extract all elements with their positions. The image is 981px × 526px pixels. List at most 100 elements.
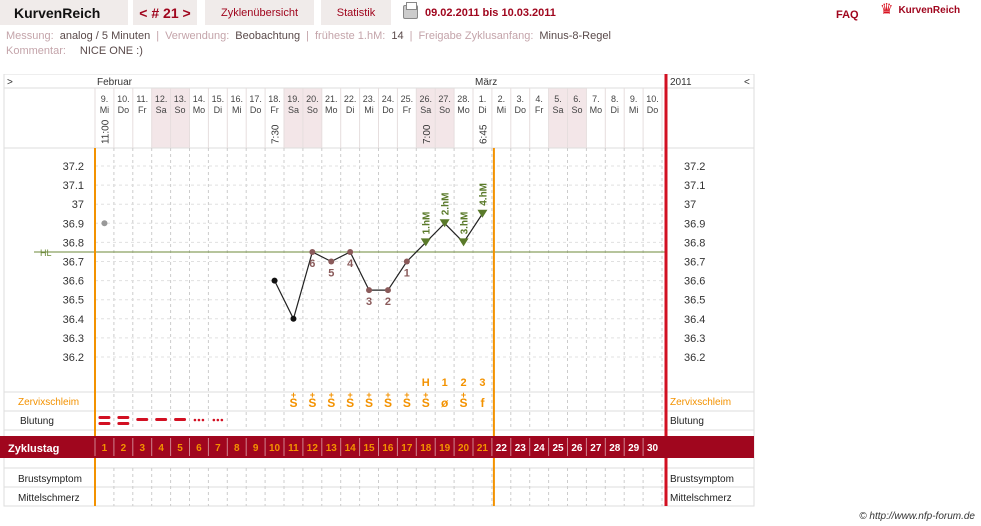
day-number: 8. [611,94,619,104]
mucus-plus: + [385,390,390,400]
cycle-day-number: 7 [215,443,221,454]
weekday: Do [118,105,130,115]
bleed-light [212,418,216,422]
y-tick-right: 36.9 [684,218,705,230]
month-label: März [475,77,497,88]
cycle-bar-right [668,436,754,458]
hm-marker [439,219,450,228]
cycle-day-number: 2 [121,443,127,454]
temp-point [403,258,410,265]
day-number: 20. [306,94,319,104]
cycle-day-number: 23 [515,443,527,454]
bleed-medium [174,418,187,421]
mucus-symbol: S [384,396,392,410]
y-tick-right: 37.2 [684,161,705,173]
low-count: 3 [366,296,372,308]
weekday: Sa [288,105,299,115]
measure-time: 6:45 [478,124,489,144]
cycle-day-number: 4 [158,443,164,454]
low-count: 1 [404,268,410,280]
mucus-symbol: S [289,396,297,410]
cycle-nav[interactable]: < # 21 > [133,0,197,25]
y-tick: 36.7 [63,257,84,269]
hm-label: 3.hM [460,212,471,235]
cycle-day-number: 26 [571,443,583,454]
tab-statistik[interactable]: Statistik [321,0,391,25]
faq-link[interactable]: FAQ [836,9,859,21]
temp-point [271,277,278,284]
weekday: Mi [364,105,374,115]
y-tick: 36.5 [63,295,84,307]
y-tick: 37 [72,199,84,211]
day-number: 24. [382,94,395,104]
cycle-day-number: 9 [253,443,259,454]
day-number: 9. [101,94,109,104]
weekday: Sa [156,105,167,115]
y-tick-right: 36.6 [684,276,705,288]
low-count: 4 [347,258,354,270]
day-number: 19. [287,94,300,104]
cycle-day-number: 20 [458,443,470,454]
temp-point [290,315,297,322]
bleed-light [193,418,197,422]
mucus-plus: + [329,390,334,400]
bleed-medium [136,418,149,421]
measure-time: 11:00 [100,119,111,144]
low-count: 2 [385,296,391,308]
cycle-day-number: 25 [552,443,564,454]
cycle-day-number: 18 [420,443,432,454]
cycle-day-number: 3 [139,443,145,454]
weekday: So [571,105,582,115]
verwendung-label: Verwendung: [165,30,230,42]
bleed-light [216,418,220,422]
weekday: Mo [590,105,603,115]
cycle-day-number: 19 [439,443,451,454]
mucus-symbol: S [308,396,316,410]
day-number: 17. [249,94,262,104]
temp-point [384,287,391,294]
weekday: Sa [420,105,431,115]
y-tick: 36.2 [63,352,84,364]
weekend-band [567,88,587,148]
bleed-light [197,418,201,422]
day-number: 7. [592,94,600,104]
y-tick-right: 36.3 [684,333,705,345]
cycle-row-label: Zyklustag [8,443,59,455]
weekday: Di [214,105,223,115]
tab-zyklenuebersicht[interactable]: Zyklenübersicht [205,0,314,25]
y-tick-right: 37.1 [684,180,705,192]
hl-label: HL [40,248,52,258]
weekday: Mo [457,105,470,115]
cycle-day-number: 17 [401,443,413,454]
day-number: 12. [155,94,168,104]
verwendung-value: Beobachtung [235,30,301,42]
hm-value: 14 [391,30,404,42]
bleed-heavy [117,416,130,419]
day-number: 5. [554,94,562,104]
day-number: 11. [136,94,148,104]
y-tick-right: 36.8 [684,237,705,249]
weekend-band [302,88,322,148]
y-tick: 36.6 [63,276,84,288]
mucus-symbol: S [403,396,411,410]
day-number: 23. [363,94,376,104]
y-tick-right: 36.2 [684,352,705,364]
logo[interactable]: KurvenReich [0,0,128,25]
mucus-symbol: S [327,396,335,410]
weekend-band [151,88,171,148]
cycle-day-bar [0,436,754,458]
temp-point [366,287,373,294]
cycle-day-number: 28 [609,443,621,454]
printer-icon[interactable] [403,2,418,19]
day-number: 26. [419,94,432,104]
bleed-heavy [98,422,111,425]
day-number: 1. [479,94,487,104]
mucus-symbol: S [346,396,354,410]
brand-link[interactable]: ♛ KurvenReich [880,2,960,17]
cycle-day-number: 6 [196,443,202,454]
temp-point [347,248,354,255]
day-number: 25. [401,94,414,104]
month-label: Februar [97,77,133,88]
mucus-row-label-right: Zervixschleim [670,397,731,408]
weekday: Do [514,105,526,115]
